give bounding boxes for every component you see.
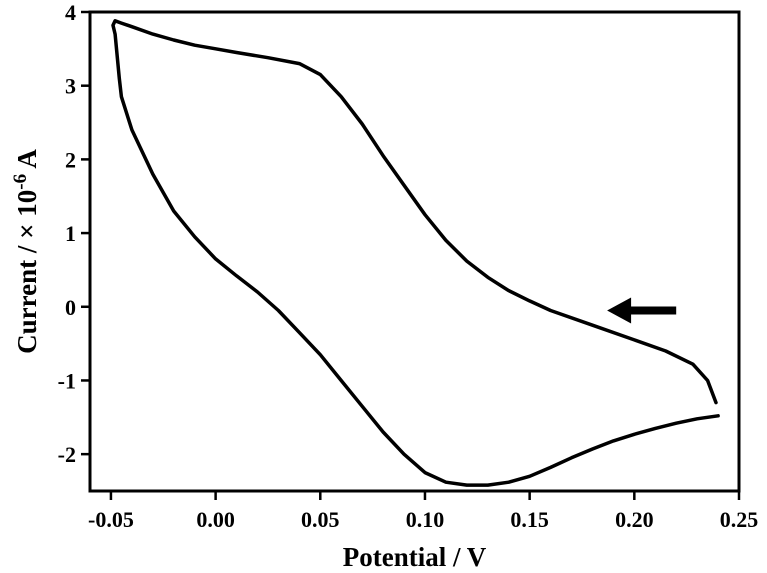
y-tick-label: -2	[58, 442, 76, 467]
y-tick-label: 1	[65, 221, 76, 246]
x-axis-title: Potential / V	[343, 542, 487, 572]
plot-frame	[88, 10, 741, 493]
y-axis-ticks: -2 -1 0 1 2 3 4	[58, 0, 90, 467]
y-tick-label: 3	[65, 74, 76, 99]
x-tick-label: -0.05	[88, 507, 134, 532]
y-tick-label: -1	[58, 368, 76, 393]
arrow-head	[607, 297, 632, 324]
y-tick-label: 2	[65, 147, 76, 172]
y-axis-title-suffix: A	[12, 149, 42, 174]
y-axis-title-prefix: Current / × 10	[12, 190, 42, 354]
y-axis-title: Current / × 10-6 A	[10, 149, 42, 354]
x-tick-label: 0.00	[196, 507, 235, 532]
x-tick-label: 0.15	[510, 507, 549, 532]
x-tick-label: 0.25	[720, 507, 759, 532]
plot-marks	[111, 19, 720, 487]
x-tick-label: 0.05	[301, 507, 340, 532]
y-tick-label: 0	[65, 295, 76, 320]
series-line-0	[111, 19, 720, 487]
x-tick-label: 0.20	[615, 507, 654, 532]
y-axis-title-exponent: -6	[10, 174, 31, 190]
x-axis-ticks: -0.05 0.00 0.05 0.10 0.15 0.20 0.25	[88, 491, 758, 532]
y-tick-label: 4	[65, 0, 76, 25]
x-tick-label: 0.10	[406, 507, 445, 532]
